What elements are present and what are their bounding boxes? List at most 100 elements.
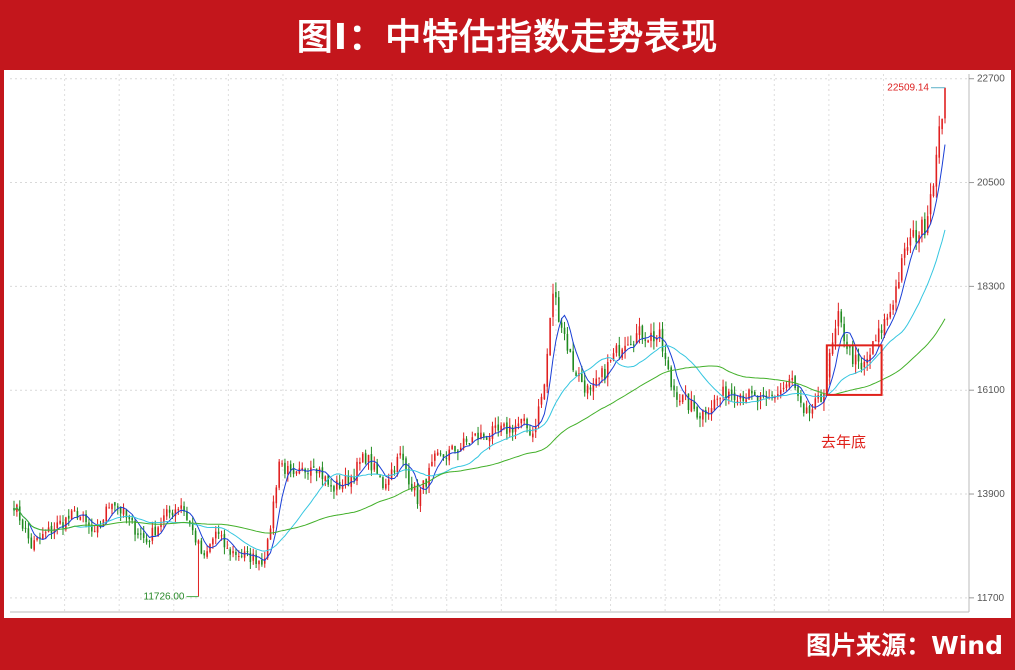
candle-body [171, 512, 174, 516]
candle-body [255, 554, 257, 565]
candle-body [134, 521, 136, 535]
candle-body [356, 461, 358, 481]
candle-body [235, 552, 237, 555]
candle-body [756, 395, 759, 403]
candle-body [76, 511, 79, 519]
candle-body [116, 506, 119, 508]
candle-body [805, 407, 808, 413]
y-tick-label: 22700 [977, 74, 1005, 85]
candle-body [702, 409, 704, 420]
candle-body [249, 552, 252, 563]
candle-body [292, 468, 295, 475]
candle-body [644, 339, 647, 341]
candle-body [220, 535, 223, 537]
candle-body [88, 522, 90, 527]
candle-body [373, 463, 376, 470]
candle-body [650, 332, 652, 341]
candle-body [416, 484, 419, 505]
candle-body [445, 457, 448, 459]
candle-body [471, 437, 474, 443]
ma-long-line [13, 318, 946, 534]
candle-body [563, 327, 566, 334]
candle-body [102, 519, 105, 526]
candle-body [301, 467, 304, 470]
candle-body [583, 380, 586, 393]
candle-body [410, 483, 413, 491]
candle-body [387, 479, 390, 485]
candle-body [168, 509, 171, 513]
candle-body [557, 297, 560, 322]
candle-body [367, 454, 370, 463]
candle-body [67, 515, 70, 519]
candle-body [408, 468, 410, 485]
candle-body [511, 427, 514, 433]
candle-body [800, 396, 802, 403]
candle-body [108, 507, 110, 509]
candle-body [589, 387, 592, 390]
candle-body [566, 333, 569, 351]
candle-body [289, 464, 292, 471]
candle-body [203, 553, 206, 556]
candle-body [912, 230, 915, 237]
candle-body [745, 399, 747, 404]
candle-body [658, 329, 661, 338]
candle-body [261, 559, 263, 565]
candle-body [70, 510, 73, 520]
candle-body [840, 311, 843, 323]
candle-body [837, 311, 840, 327]
candle-body [909, 237, 912, 246]
candle-body [307, 473, 309, 475]
candle-body [263, 558, 266, 564]
candle-body [258, 560, 260, 565]
year-end-highlight-box [825, 344, 883, 396]
candle-body [474, 433, 476, 436]
candle-body [359, 462, 361, 464]
candle-body [915, 230, 917, 243]
candle-body [828, 352, 831, 378]
candle-body [422, 480, 425, 490]
candle-body [906, 247, 909, 251]
candle-body [869, 354, 871, 361]
candle-body [517, 423, 520, 427]
candle-body [36, 537, 38, 540]
candle-body [903, 248, 906, 258]
year-end-annotation: 去年底 [821, 433, 866, 451]
candle-body [690, 399, 693, 412]
candle-body [638, 326, 641, 336]
candle-body [483, 433, 485, 437]
candle-body [779, 390, 782, 394]
candle-layer [13, 87, 946, 597]
candle-body [327, 475, 329, 485]
candle-body [174, 509, 177, 517]
candle-body [506, 422, 508, 434]
candle-body [788, 379, 791, 387]
candle-body [555, 292, 557, 298]
candle-body [820, 393, 822, 402]
candle-body [604, 368, 606, 380]
candle-body [312, 466, 315, 468]
candle-body [503, 423, 505, 427]
candle-body [606, 362, 609, 378]
candle-body [114, 502, 116, 506]
candle-body [681, 394, 684, 403]
candle-body [165, 509, 168, 517]
candle-body [27, 528, 30, 539]
candle-body [895, 286, 897, 303]
candle-body [145, 538, 148, 543]
candle-body [341, 484, 344, 490]
candle-body [142, 533, 145, 538]
candle-body [448, 449, 451, 461]
candle-body [212, 538, 214, 545]
candle-body [183, 506, 185, 512]
candle-body [310, 467, 312, 476]
candle-body [679, 400, 681, 403]
candle-body [526, 418, 528, 429]
candle-body [546, 353, 549, 387]
candle-body [396, 456, 399, 473]
candle-body [598, 377, 600, 379]
candle-body [932, 185, 935, 197]
candle-body [382, 477, 384, 489]
candle-body [232, 551, 234, 554]
candle-body [676, 392, 678, 400]
candle-body [272, 501, 275, 529]
